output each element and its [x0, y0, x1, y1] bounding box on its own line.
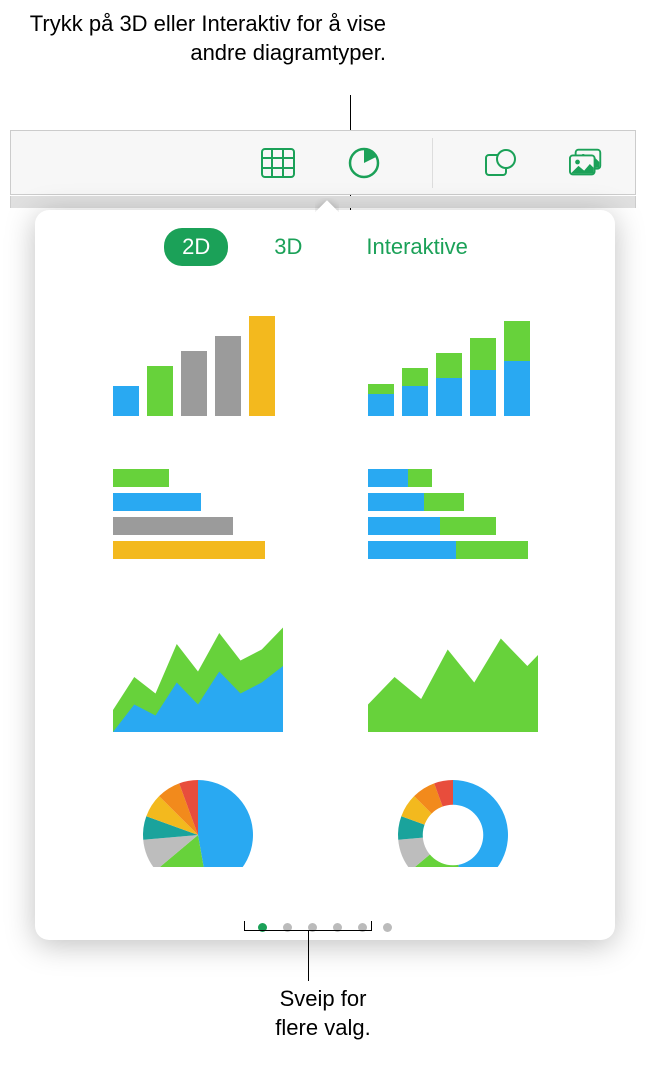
shape-icon[interactable] — [483, 145, 519, 181]
page-dot[interactable] — [383, 923, 392, 932]
chart-grid — [55, 291, 595, 905]
seg-3d[interactable]: 3D — [256, 228, 320, 266]
callout-bracket-bottom — [244, 921, 372, 931]
toolbar-divider — [432, 138, 433, 188]
chart-hbar-simple[interactable] — [85, 449, 310, 589]
chart-bar-simple[interactable] — [85, 291, 310, 431]
popover-arrow — [315, 198, 339, 212]
chart-bar-stacked[interactable] — [340, 291, 565, 431]
callout-top: Trykk på 3D eller Interaktiv for å vise … — [0, 10, 386, 67]
callout-line-bottom — [308, 931, 309, 981]
chart-icon[interactable] — [346, 145, 382, 181]
seg-interactive[interactable]: Interaktive — [348, 228, 486, 266]
segmented-control: 2D 3D Interaktive — [55, 228, 595, 266]
table-icon[interactable] — [260, 145, 296, 181]
callout-bottom: Sveip forflere valg. — [0, 985, 646, 1042]
toolbar — [10, 130, 636, 195]
chart-popover: 2D 3D Interaktive — [35, 210, 615, 940]
chart-hbar-stacked[interactable] — [340, 449, 565, 589]
chart-area-stacked[interactable] — [85, 607, 310, 747]
chart-pie[interactable] — [85, 765, 310, 905]
chart-area-overlap[interactable] — [340, 607, 565, 747]
media-icon[interactable] — [569, 145, 605, 181]
seg-2d[interactable]: 2D — [164, 228, 228, 266]
chart-donut[interactable] — [340, 765, 565, 905]
